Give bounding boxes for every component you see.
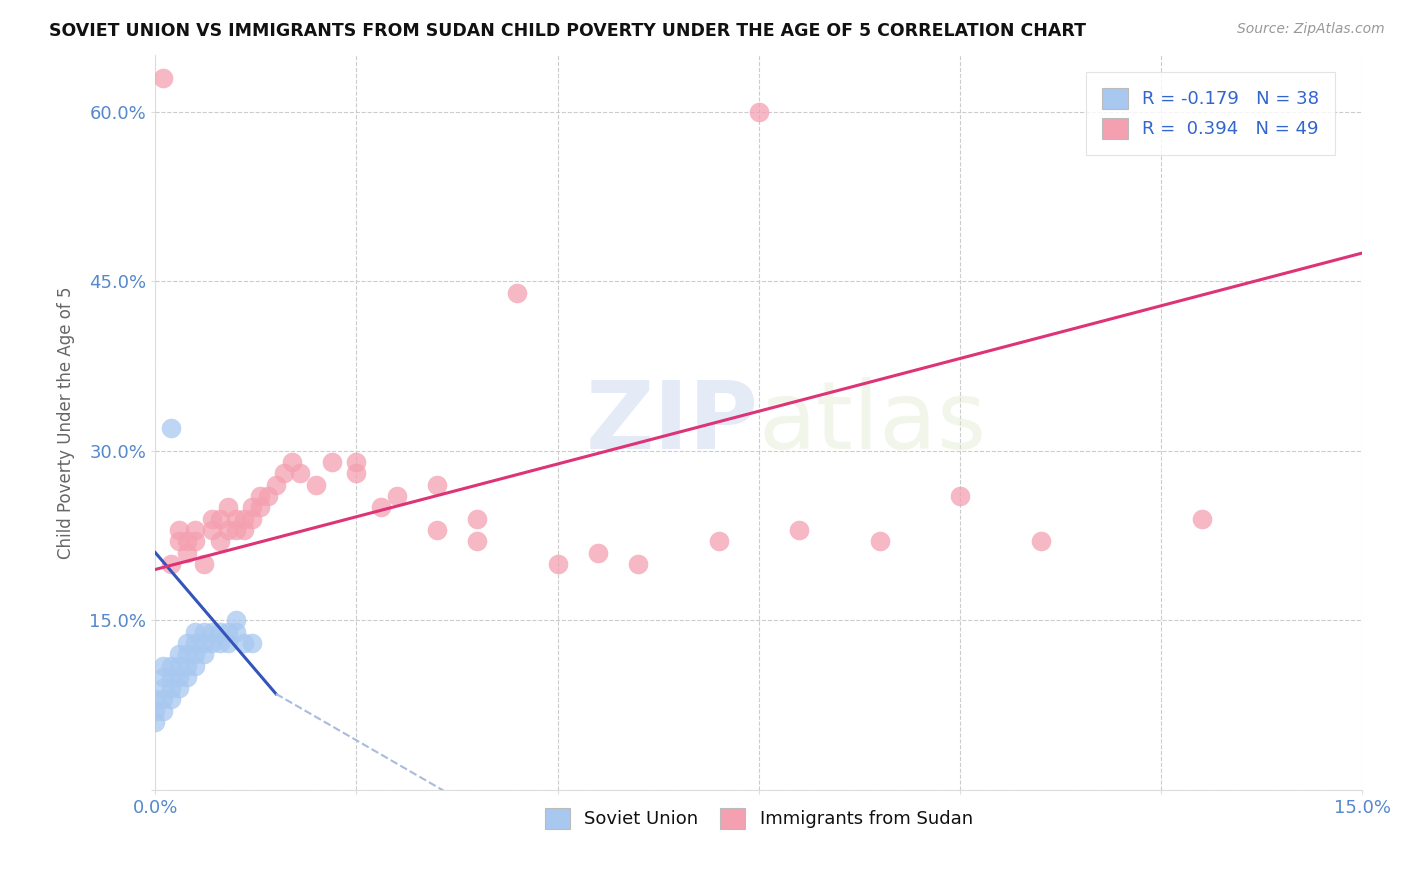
Point [217, 523, 239, 537]
Point [281, 455, 304, 469]
Point [240, 511, 263, 525]
Point [193, 647, 215, 661]
Point [426, 523, 449, 537]
Point [184, 534, 207, 549]
Point [547, 557, 569, 571]
Text: atlas: atlas [759, 376, 987, 468]
Point [208, 534, 231, 549]
Point [160, 421, 183, 435]
Point [160, 670, 183, 684]
Point [506, 285, 529, 300]
Point [143, 715, 166, 730]
Point [176, 658, 198, 673]
Point [184, 624, 207, 639]
Point [240, 636, 263, 650]
Point [160, 692, 183, 706]
Text: SOVIET UNION VS IMMIGRANTS FROM SUDAN CHILD POVERTY UNDER THE AGE OF 5 CORRELATI: SOVIET UNION VS IMMIGRANTS FROM SUDAN CH… [49, 22, 1087, 40]
Point [321, 455, 343, 469]
Point [152, 704, 174, 718]
Point [225, 511, 247, 525]
Point [169, 523, 191, 537]
Point [217, 636, 239, 650]
Point [465, 534, 488, 549]
Point [160, 557, 183, 571]
Point [249, 500, 271, 515]
Point [176, 545, 198, 559]
Point [232, 511, 254, 525]
Point [225, 613, 247, 627]
Point [1029, 534, 1052, 549]
Point [169, 658, 191, 673]
Point [176, 534, 198, 549]
Point [176, 670, 198, 684]
Point [305, 477, 328, 491]
Point [232, 636, 254, 650]
Point [707, 534, 730, 549]
Point [152, 658, 174, 673]
Y-axis label: Child Poverty Under the Age of 5: Child Poverty Under the Age of 5 [58, 286, 75, 558]
Point [1191, 511, 1213, 525]
Point [217, 624, 239, 639]
Point [232, 523, 254, 537]
Point [184, 523, 207, 537]
Point [193, 636, 215, 650]
Point [385, 489, 408, 503]
Point [869, 534, 891, 549]
Point [160, 658, 183, 673]
Point [200, 511, 222, 525]
Point [176, 636, 198, 650]
Point [152, 70, 174, 85]
Point [193, 557, 215, 571]
Point [370, 500, 392, 515]
Point [627, 557, 650, 571]
Point [184, 647, 207, 661]
Text: ZIP: ZIP [586, 376, 759, 468]
Point [152, 670, 174, 684]
Point [288, 467, 311, 481]
Point [143, 704, 166, 718]
Point [176, 647, 198, 661]
Point [257, 489, 280, 503]
Point [152, 692, 174, 706]
Point [208, 511, 231, 525]
Point [184, 636, 207, 650]
Point [225, 523, 247, 537]
Point [208, 636, 231, 650]
Point [208, 624, 231, 639]
Point [193, 624, 215, 639]
Point [169, 647, 191, 661]
Point [217, 500, 239, 515]
Point [225, 624, 247, 639]
Point [426, 477, 449, 491]
Point [240, 500, 263, 515]
Text: Source: ZipAtlas.com: Source: ZipAtlas.com [1237, 22, 1385, 37]
Point [143, 692, 166, 706]
Point [787, 523, 810, 537]
Point [169, 534, 191, 549]
Point [249, 489, 271, 503]
Point [748, 104, 770, 119]
Point [949, 489, 972, 503]
Point [152, 681, 174, 695]
Point [586, 545, 609, 559]
Point [200, 523, 222, 537]
Point [169, 681, 191, 695]
Point [346, 467, 368, 481]
Point [200, 636, 222, 650]
Point [273, 467, 295, 481]
Point [169, 670, 191, 684]
Point [184, 658, 207, 673]
Point [465, 511, 488, 525]
Point [264, 477, 287, 491]
Point [200, 624, 222, 639]
Point [346, 455, 368, 469]
Legend: Soviet Union, Immigrants from Sudan: Soviet Union, Immigrants from Sudan [537, 801, 980, 836]
Point [160, 681, 183, 695]
